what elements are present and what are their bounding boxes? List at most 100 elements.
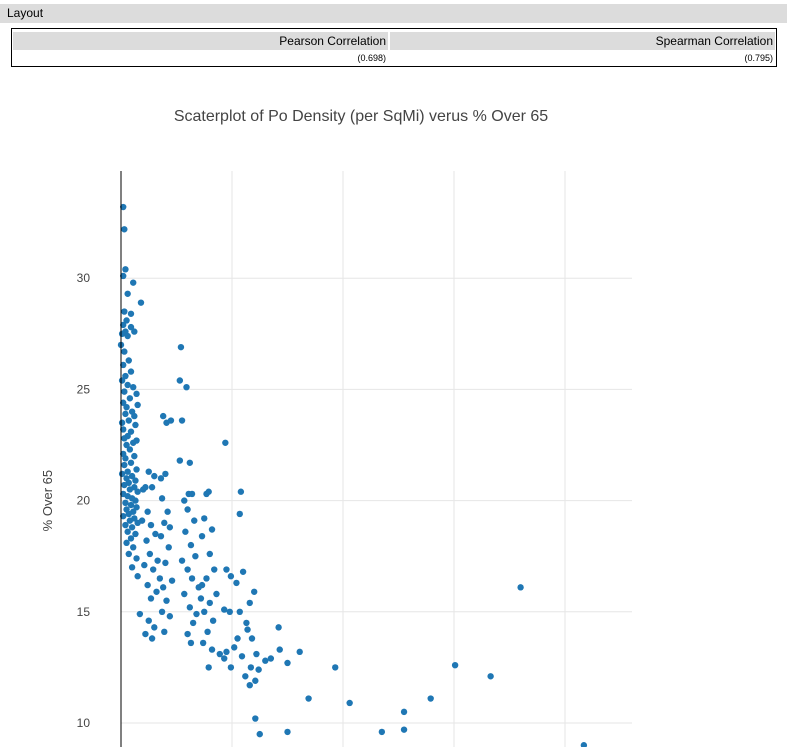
scatter-point xyxy=(123,539,130,547)
scatter-point xyxy=(130,279,137,286)
scatter-point xyxy=(122,266,129,273)
scatter-point xyxy=(221,606,228,613)
scatter-point xyxy=(181,590,188,598)
scatter-point xyxy=(227,664,235,671)
scatter-point xyxy=(451,661,459,669)
scatter-point xyxy=(191,517,198,524)
scatter-point xyxy=(186,459,194,466)
scatter-point xyxy=(178,417,186,424)
scatter-point xyxy=(487,673,494,680)
scatter-point xyxy=(121,348,128,355)
scatter-point xyxy=(201,515,208,522)
scatter-point xyxy=(206,599,213,607)
scatter-point xyxy=(157,532,165,540)
scatter-point xyxy=(148,635,156,642)
scatter-chart: Scaterplot of Po Density (per SqMi) veru… xyxy=(40,108,632,747)
scatter-point xyxy=(121,435,128,442)
y-tick-label: 30 xyxy=(77,271,91,285)
scatter-point xyxy=(120,361,127,369)
scatter-point xyxy=(136,610,144,618)
scatter-point xyxy=(378,728,386,736)
scatter-point xyxy=(124,381,131,389)
scatter-point xyxy=(166,613,174,620)
scatter-point xyxy=(580,742,588,747)
scatter-point xyxy=(157,475,165,482)
scatter-point xyxy=(145,468,152,475)
scatter-point xyxy=(134,401,141,409)
scatter-point xyxy=(176,377,184,384)
scatter-point xyxy=(151,624,158,631)
scatter-point xyxy=(125,417,132,424)
scatter-point xyxy=(120,203,127,211)
scatter-point xyxy=(243,619,250,627)
scatter-point xyxy=(146,550,154,558)
scatter-point xyxy=(168,577,176,584)
scatter-point xyxy=(198,532,206,540)
scatter-point xyxy=(198,581,206,589)
scatter-point xyxy=(131,328,138,335)
scatter-point xyxy=(296,648,303,656)
scatter-point xyxy=(132,477,139,484)
scatter-point xyxy=(134,488,141,495)
scatter-point xyxy=(177,343,185,351)
scatter-point xyxy=(166,524,174,531)
scatter-point xyxy=(162,559,169,567)
scatter-point xyxy=(141,561,148,569)
scatter-point xyxy=(187,541,195,549)
scatter-point xyxy=(127,428,135,435)
scatter-point xyxy=(284,659,291,667)
scatter-point xyxy=(123,441,130,449)
scatter-point xyxy=(205,664,212,671)
scatter-point xyxy=(156,575,164,582)
scatter-point xyxy=(158,495,166,502)
scatter-point xyxy=(193,610,200,618)
y-tick-labels: 10 15 20 25 30 xyxy=(77,271,91,730)
scatter-point xyxy=(126,446,134,453)
scatter-point xyxy=(346,699,353,707)
scatter-point xyxy=(252,677,259,684)
scatter-point xyxy=(133,504,140,511)
scatter-point xyxy=(203,575,210,582)
scatter-point xyxy=(163,597,170,604)
scatter-point xyxy=(125,510,132,518)
scatter-point xyxy=(234,635,241,642)
scatter-point xyxy=(192,553,199,560)
points-layer xyxy=(117,203,588,747)
scatter-point xyxy=(123,317,130,324)
scatter-point xyxy=(189,619,197,627)
scatter-point xyxy=(161,519,168,527)
scatter-point xyxy=(125,357,132,364)
scatter-point xyxy=(276,646,283,653)
scatter-point xyxy=(132,530,139,538)
scatter-point xyxy=(305,695,312,702)
chart-title: Scaterplot of Po Density (per SqMi) veru… xyxy=(174,108,548,125)
layout-label: Layout xyxy=(7,6,44,20)
scatter-point xyxy=(132,421,139,429)
scatter-point xyxy=(204,628,211,636)
scatter-point xyxy=(128,472,136,480)
y-axis-title: % Over 65 xyxy=(40,470,55,531)
layout-section-header[interactable]: Layout xyxy=(0,4,787,23)
scatter-point xyxy=(184,566,191,573)
scatter-point xyxy=(126,517,134,524)
scatter-point xyxy=(127,323,135,331)
scatter-point xyxy=(134,573,141,580)
scatter-point xyxy=(121,388,128,395)
scatter-point xyxy=(184,506,191,513)
scatter-point xyxy=(118,419,126,426)
scatter-point xyxy=(251,588,258,595)
correlation-table: Pearson Correlation Spearman Correlation… xyxy=(11,28,777,67)
scatter-point xyxy=(226,608,233,615)
scatter-point xyxy=(167,417,175,424)
scatter-point xyxy=(144,508,151,515)
scatter-point xyxy=(188,575,196,582)
scatter-point xyxy=(120,426,127,433)
scatter-point xyxy=(182,528,189,535)
scatter-point xyxy=(121,481,128,489)
grid-layer xyxy=(121,171,632,747)
scatter-point xyxy=(120,272,127,280)
scatter-point xyxy=(252,715,259,722)
scatter-point xyxy=(183,383,190,391)
scatter-point xyxy=(239,568,247,575)
scatter-point xyxy=(253,650,260,658)
